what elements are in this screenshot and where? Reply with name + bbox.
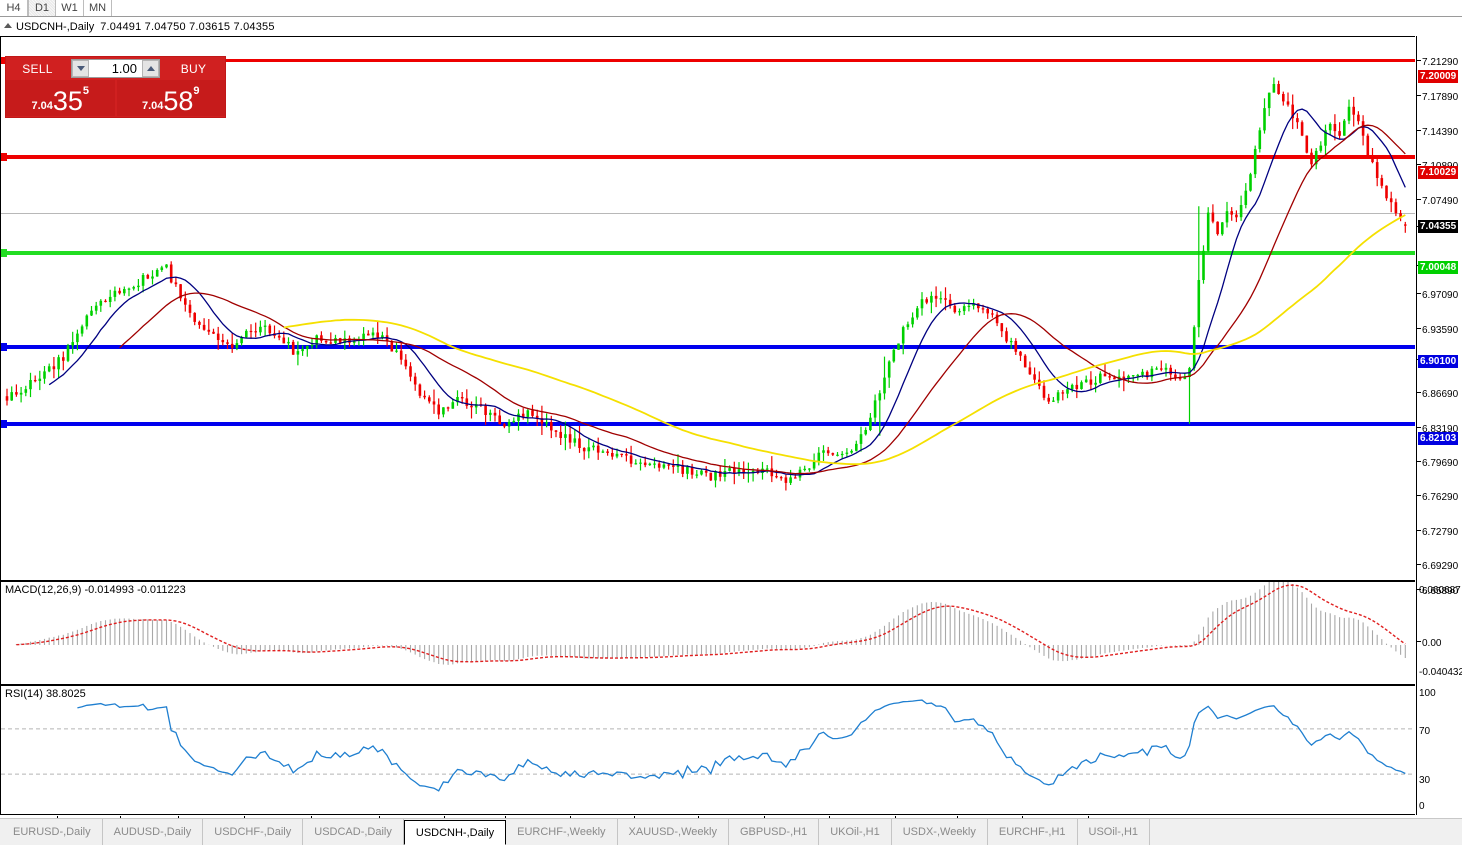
symbol-tab-bar[interactable]: EURUSD-,Daily AUDUSD-,Daily USDCHF-,Daily U… (0, 818, 1462, 845)
candle-series (5, 77, 1407, 491)
price-tick: 6.79690 (1417, 458, 1462, 470)
price-tick: 6.69290 (1417, 561, 1462, 573)
level-line-support-6-82103[interactable] (1, 422, 1415, 426)
moving-average-fast (48, 108, 1406, 476)
rsi-label: RSI(14) 38.8025 (5, 688, 86, 700)
price-badge[interactable]: 6.82103 (1418, 432, 1459, 445)
price-pane[interactable] (0, 36, 1415, 581)
moving-average-mid (119, 124, 1406, 475)
price-badge[interactable]: 7.20009 (1418, 70, 1459, 83)
macd-tick: 0.060687 (1419, 585, 1461, 596)
trade-panel-top-row: SELL 1.00 BUY (6, 57, 225, 80)
chevron-down-icon (76, 66, 85, 71)
symbol-tab-usdchfdaily[interactable]: USDCHF-,Daily (203, 819, 304, 845)
candlestick-plot (1, 57, 1415, 491)
volume-decrease-button[interactable] (72, 60, 89, 77)
macd-tick: 0.00 (1417, 638, 1462, 650)
buy-price-sup: 9 (193, 85, 200, 97)
symbol-tab-eurusddaily[interactable]: EURUSD-,Daily (2, 819, 103, 845)
level-handle[interactable] (1, 249, 7, 257)
price-tick: 6.76290 (1417, 492, 1462, 504)
symbol-tab-usdcaddaily[interactable]: USDCAD-,Daily (303, 819, 404, 845)
chevron-up-icon (146, 66, 155, 71)
timeframe-d1[interactable]: D1 (28, 0, 56, 16)
price-tick: 6.65890 (1417, 586, 1462, 598)
chart-header: USDCNH-,Daily 7.04491 7.04750 7.03615 7.0… (0, 21, 275, 34)
symbol-tab-audusddaily[interactable]: AUDUSD-,Daily (103, 819, 204, 845)
sell-price-big: 35 (52, 86, 83, 116)
price-tick: 6.93590 (1417, 325, 1462, 337)
symbol-tab-usoilh1[interactable]: USOil-,H1 (1078, 819, 1151, 845)
symbol-tab-gbpusdh1[interactable]: GBPUSD-,H1 (729, 819, 820, 845)
level-handle[interactable] (1, 343, 7, 351)
rsi-tick: 0 (1419, 801, 1425, 812)
symbol-tab-eurchfweekly[interactable]: EURCHF-,Weekly (506, 819, 618, 845)
rsi-tick: 30 (1419, 775, 1431, 786)
price-tick: 6.83190 (1417, 424, 1462, 436)
level-handle[interactable] (1, 153, 7, 161)
macd-label: MACD(12,26,9) -0.014993 -0.011223 (5, 584, 186, 596)
price-tick: 7.07490 (1417, 196, 1462, 208)
sell-price-sup: 5 (82, 85, 90, 97)
buy-price-big: 58 (163, 86, 194, 116)
chart-symbol-label: USDCNH-,Daily (16, 21, 95, 33)
buy-button[interactable]: BUY (180, 61, 207, 76)
symbol-tab-usdcnhdaily[interactable]: USDCNH-,Daily (403, 820, 507, 845)
rsi-plot (1, 699, 1415, 792)
volume-input[interactable]: 1.00 (111, 61, 137, 76)
macd-signal-line (16, 584, 1406, 663)
buy-price-prefix: 7.04 (141, 100, 164, 112)
timeframe-mn[interactable]: MN (84, 0, 112, 16)
buy-price-quote[interactable]: 7.04 58 9 (116, 80, 225, 116)
rsi-tick: 70 (1419, 726, 1431, 737)
macd-histogram (15, 582, 1406, 665)
price-tick: 7.21290 (1417, 57, 1462, 69)
sell-button[interactable]: SELL (22, 61, 53, 76)
level-line-support-6-90100[interactable] (1, 345, 1415, 349)
one-click-trading-panel[interactable]: SELL 1.00 BUY 7.04 35 5 7.04 58 9 (5, 56, 226, 118)
price-tick: 6.97090 (1417, 290, 1462, 302)
sell-price-quote[interactable]: 7.04 35 5 (6, 80, 115, 116)
moving-average-slow (283, 214, 1406, 466)
level-line-resistance-7-10029[interactable] (1, 155, 1415, 159)
macd-pane[interactable]: MACD(12,26,9) -0.014993 -0.011223 (0, 581, 1415, 685)
level-handle[interactable] (1, 420, 7, 428)
rsi-pane[interactable]: RSI(14) 38.8025 (0, 685, 1415, 815)
level-line-resistance-7-20009[interactable] (1, 59, 1415, 62)
price-badge[interactable]: 7.10029 (1418, 166, 1459, 179)
symbol-tab-usdxweekly[interactable]: USDX-,Weekly (892, 819, 988, 845)
price-badge[interactable]: 6.90100 (1418, 355, 1459, 368)
level-line-support-7-00048[interactable] (1, 251, 1415, 255)
symbol-tab-xauusdweekly[interactable]: XAUUSD-,Weekly (618, 819, 729, 845)
symbol-tab-eurchfh1[interactable]: EURCHF-,H1 (988, 819, 1078, 845)
trade-panel-quotes: 7.04 35 5 7.04 58 9 (6, 80, 225, 117)
price-badge[interactable]: 7.04355 (1418, 220, 1459, 233)
chart-ohlc-values: 7.04491 7.04750 7.03615 7.04355 (100, 21, 275, 33)
macd-plot (15, 582, 1406, 665)
chart-area: USDCNH-,Daily 7.04491 7.04750 7.03615 7.0… (0, 17, 1462, 834)
price-tick: 6.86690 (1417, 389, 1462, 401)
symbol-tab-ukoilh1[interactable]: UKOil-,H1 (819, 819, 892, 845)
price-tick: 6.72790 (1417, 527, 1462, 539)
level-handle[interactable] (1, 57, 7, 64)
volume-stepper[interactable]: 1.00 (71, 59, 160, 78)
timeframe-h4[interactable]: H4 (0, 0, 28, 16)
macd-tick: -0.040432 (1419, 667, 1462, 678)
level-line-current-price[interactable] (1, 213, 1415, 214)
sell-price-prefix: 7.04 (31, 100, 53, 112)
rsi-line (77, 699, 1406, 792)
price-tick: 7.17890 (1417, 92, 1462, 104)
price-badge[interactable]: 7.00048 (1418, 261, 1459, 274)
volume-increase-button[interactable] (142, 60, 159, 77)
rsi-tick: 100 (1419, 688, 1436, 699)
price-tick: 7.14390 (1417, 127, 1462, 139)
collapse-icon[interactable] (4, 23, 12, 28)
timeframe-w1[interactable]: W1 (56, 0, 84, 16)
timeframe-toolbar: H4 D1 W1 MN (0, 0, 1462, 17)
price-scale[interactable]: 7.212907.178907.143907.108907.074907.043… (1416, 36, 1462, 815)
